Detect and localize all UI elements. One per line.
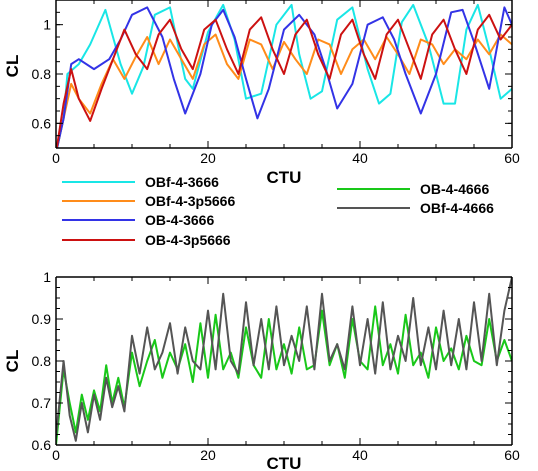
legend-label-obf-4-4666: OBf-4-4666 (420, 200, 494, 216)
series-line-obf-4-3666 (56, 3, 512, 148)
bottom-y-tick-label: 0.8 (32, 353, 52, 369)
top-x-tick-label: 40 (352, 150, 368, 166)
legend-item-obf-4-3666: OBf-4-3666 (62, 174, 219, 190)
legend-item-obf-4-4666: OBf-4-4666 (337, 200, 494, 216)
top-y-axis-title: CL (3, 55, 22, 78)
bottom-y-tick-label: 0.7 (32, 395, 52, 411)
legend-label-ob-4-4666: OB-4-4666 (420, 181, 489, 197)
top-x-axis-title: CTU (267, 168, 302, 187)
series-line-obf-4-3p5666 (56, 33, 512, 148)
series-line-ob-4-4666 (56, 305, 512, 445)
series-line-ob-4-3p5666 (56, 13, 512, 148)
legend-item-ob-4-4666: OB-4-4666 (337, 181, 489, 197)
top-series-group (56, 3, 512, 148)
top-ticks: 0 20 40 60 0.6 0.8 1 (32, 0, 520, 166)
top-y-tick-label: 1 (43, 17, 51, 33)
legend-label-obf-4-3666: OBf-4-3666 (145, 174, 219, 190)
bottom-y-tick-label: 0.9 (32, 311, 52, 327)
legend-label-obf-4-3p5666: OBf-4-3p5666 (145, 193, 235, 209)
bottom-x-tick-label: 20 (200, 447, 216, 463)
top-x-tick-label: 20 (200, 150, 216, 166)
bottom-y-tick-label: 1 (43, 269, 51, 285)
bottom-x-axis-title: CTU (267, 454, 302, 471)
legend-label-ob-4-3666: OB-4-3666 (145, 212, 214, 228)
legend: OBf-4-3666 OBf-4-3p5666 OB-4-3666 OB-4-3… (62, 174, 494, 248)
top-y-tick-label: 0.6 (32, 115, 52, 131)
legend-item-obf-4-3p5666: OBf-4-3p5666 (62, 193, 235, 209)
series-line-obf-4-4666 (56, 277, 512, 442)
chart-top: 0 20 40 60 0.6 0.8 1 CL CTU (3, 0, 520, 187)
bottom-x-tick-label: 0 (52, 447, 60, 463)
bottom-x-tick-label: 40 (352, 447, 368, 463)
legend-item-ob-4-3666: OB-4-3666 (62, 212, 214, 228)
legend-item-ob-4-3p5666: OB-4-3p5666 (62, 232, 231, 248)
bottom-y-axis-title: CL (3, 350, 22, 373)
top-x-tick-label: 0 (52, 150, 60, 166)
legend-label-ob-4-3p5666: OB-4-3p5666 (145, 232, 231, 248)
top-x-tick-label: 60 (504, 150, 520, 166)
bottom-series-group (56, 277, 512, 445)
bottom-x-tick-label: 60 (504, 447, 520, 463)
top-y-tick-label: 0.8 (32, 66, 52, 82)
bottom-ticks: 0 20 40 60 0.6 0.7 0.8 0.9 1 (32, 269, 520, 463)
bottom-y-tick-label: 0.6 (32, 437, 52, 453)
chart-bottom: 0 20 40 60 0.6 0.7 0.8 0.9 1 CL CTU (3, 269, 520, 471)
